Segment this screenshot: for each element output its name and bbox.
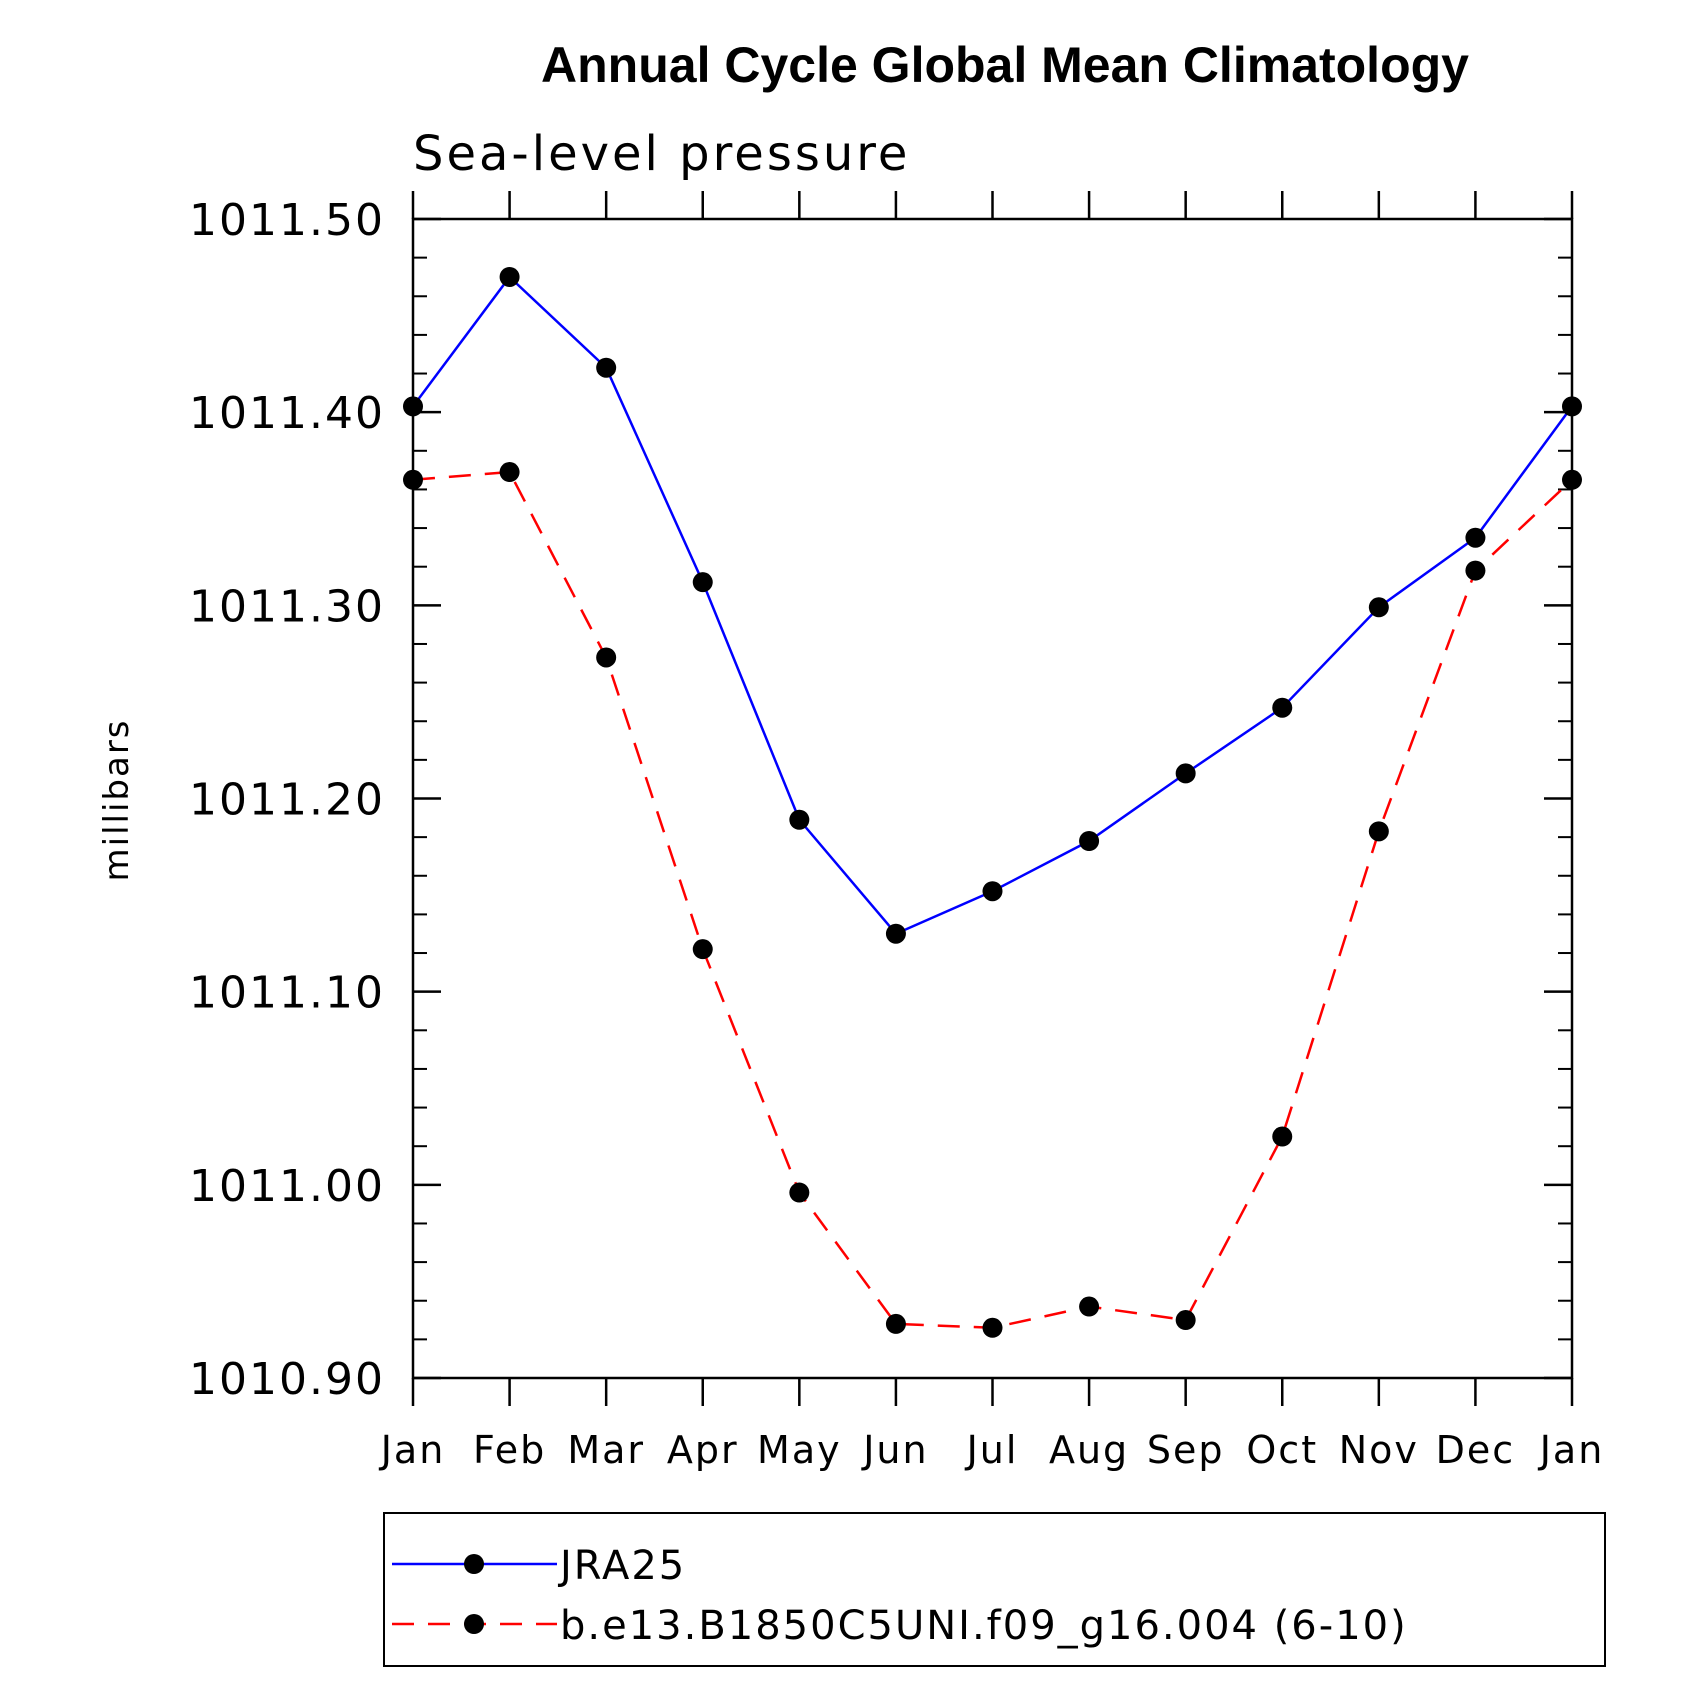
y-tick-label: 1011.10 bbox=[189, 968, 385, 1019]
legend: JRA25 b.e13.B1850C5UNI.f09_g16.004 (6-10) bbox=[383, 1512, 1606, 1667]
x-tick-label: Jan bbox=[1538, 1428, 1605, 1472]
series-1-point bbox=[1272, 697, 1293, 718]
plot-frame bbox=[411, 217, 1574, 1380]
series-1-point bbox=[1079, 830, 1100, 851]
chart-title: Annual Cycle Global Mean Climatology bbox=[541, 37, 1469, 93]
x-tick-label: Mar bbox=[567, 1428, 645, 1472]
y-tick-label: 1011.30 bbox=[189, 581, 385, 632]
x-tick-label: Jan bbox=[379, 1428, 446, 1472]
series-line-1 bbox=[411, 275, 1574, 936]
series-2-point bbox=[1079, 1296, 1100, 1317]
series-2-point bbox=[692, 939, 713, 960]
y-tick-label: 1010.90 bbox=[189, 1354, 385, 1405]
series-2-point bbox=[1368, 821, 1389, 842]
series-2-point bbox=[596, 647, 617, 668]
legend-marker-1 bbox=[464, 1554, 484, 1574]
chart-subtitle: Sea-level pressure bbox=[413, 126, 910, 182]
axis-ticks bbox=[411, 191, 1574, 1406]
series-1-point bbox=[499, 266, 520, 287]
series-2-point bbox=[1465, 560, 1486, 581]
series-2-point bbox=[885, 1313, 906, 1334]
series-1-point bbox=[1465, 527, 1486, 548]
series-1-point bbox=[982, 881, 1003, 902]
legend-label-1: JRA25 bbox=[557, 1543, 686, 1589]
x-tick-labels: Jan Feb Mar Apr May Jun Jul Aug Sep Oct Nov Dec Jan bbox=[379, 1428, 1605, 1472]
x-tick-label: Sep bbox=[1147, 1428, 1225, 1472]
plot-series bbox=[403, 266, 1582, 1338]
legend-label-2: b.e13.B1850C5UNI.f09_g16.004 (6-10) bbox=[560, 1603, 1408, 1649]
series-2-point bbox=[1175, 1310, 1196, 1331]
y-tick-label: 1011.50 bbox=[189, 195, 385, 246]
x-tick-label: May bbox=[757, 1428, 842, 1472]
series-1-point bbox=[596, 357, 617, 378]
x-tick-label: Nov bbox=[1339, 1428, 1419, 1472]
series-1-point bbox=[789, 809, 810, 830]
series-1-point bbox=[692, 572, 713, 593]
y-tick-label: 1011.20 bbox=[189, 775, 385, 826]
x-tick-label: Jun bbox=[861, 1428, 928, 1472]
series-1-point bbox=[1368, 597, 1389, 618]
y-tick-label: 1011.00 bbox=[189, 1161, 385, 1212]
series-2-point bbox=[1272, 1126, 1293, 1147]
x-tick-label: Jul bbox=[965, 1428, 1019, 1472]
x-tick-label: Feb bbox=[473, 1428, 546, 1472]
x-tick-label: Dec bbox=[1436, 1428, 1516, 1472]
y-tick-label: 1011.40 bbox=[189, 388, 385, 439]
series-2-point bbox=[499, 462, 520, 483]
series-2-point bbox=[982, 1317, 1003, 1338]
y-axis-label: millibars bbox=[97, 718, 137, 881]
x-tick-label: Apr bbox=[667, 1428, 739, 1472]
legend-box bbox=[383, 1512, 1606, 1667]
legend-marker-2 bbox=[464, 1614, 484, 1634]
y-tick-labels: 1011.50 1011.40 1011.30 1011.20 1011.10 1011.… bbox=[189, 195, 385, 1405]
series-2-point bbox=[789, 1182, 810, 1203]
x-tick-label: Oct bbox=[1246, 1428, 1318, 1472]
series-1-point bbox=[885, 923, 906, 944]
x-tick-label: Aug bbox=[1049, 1428, 1129, 1472]
series-1-point bbox=[1175, 763, 1196, 784]
